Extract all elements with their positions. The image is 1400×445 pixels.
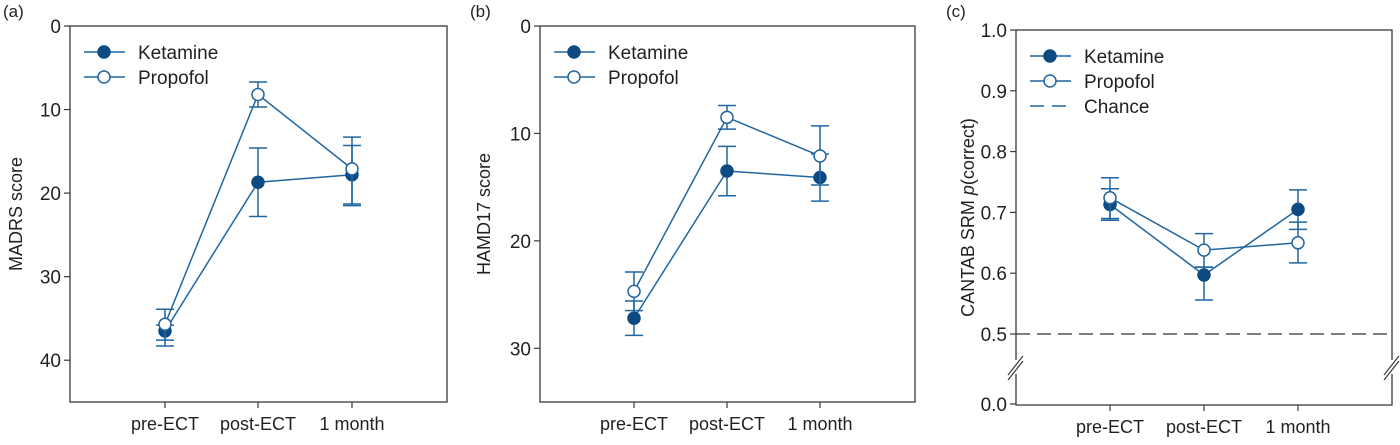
data-point (627, 311, 641, 325)
legend: Ketamine Propofol (554, 43, 688, 89)
legend-label: Ketamine (608, 43, 688, 64)
data-point (251, 87, 265, 102)
y-axis-label-part: CANTAB SRM (958, 195, 978, 317)
plot-frame (1015, 29, 1393, 406)
x-tick-label: post-ECT (689, 414, 765, 434)
axis-break-mark (1383, 355, 1400, 376)
axis-break-mark (1383, 360, 1400, 381)
x-tick-label: 1 month (1265, 417, 1330, 437)
axis-break-mark (1007, 360, 1024, 381)
panel-b: (b) 0 10 20 30 HAMD17 score pre-ECT post-ECT 1 m… (470, 2, 916, 434)
plot-frame (539, 25, 916, 403)
y-tick-label: 0 (50, 17, 61, 38)
legend-swatch-marker (567, 45, 581, 59)
series-line (633, 116, 821, 292)
legend: Ketamine Propofol Chance (1030, 47, 1164, 118)
y-tick-label: 30 (510, 339, 531, 360)
series-ketamine (625, 145, 829, 337)
x-tick-label: post-ECT (220, 414, 296, 434)
y-tick-label: 30 (40, 268, 61, 289)
x-tick-label: 1 month (787, 414, 852, 434)
y-tick-label: 0.9 (981, 82, 1007, 103)
legend-swatch-marker (567, 70, 581, 84)
y-tick-label: 10 (510, 124, 531, 145)
panel-c: (c) 0.0 0.5 0.6 0.7 0.8 0.9 1.0 CANTAB SRM p(cor… (946, 2, 1400, 437)
x-tick-label: pre-ECT (600, 414, 668, 434)
y-axis-label: HAMD17 score (474, 153, 494, 275)
series-propofol (156, 81, 361, 341)
axis-break-gap (1014, 360, 1018, 374)
legend-label: Propofol (608, 68, 679, 89)
data-point (720, 164, 734, 178)
panel-label: (c) (946, 2, 966, 21)
series-propofol (1101, 176, 1307, 268)
y-tick-label: 1.0 (981, 21, 1007, 42)
y-tick-label: 40 (40, 351, 61, 372)
data-point (1197, 243, 1211, 257)
data-point (1103, 191, 1117, 205)
y-tick-label: 10 (40, 101, 61, 122)
data-point (627, 284, 641, 299)
legend-swatch-marker (1043, 49, 1057, 63)
legend-swatch-marker (1043, 74, 1057, 88)
x-tick-label: pre-ECT (131, 414, 199, 434)
y-tick-label: 0.5 (981, 325, 1007, 346)
series-propofol (625, 104, 829, 312)
x-tick-label: pre-ECT (1076, 417, 1144, 437)
legend-label: Chance (1084, 97, 1150, 118)
legend-label: Ketamine (1084, 47, 1164, 68)
y-axis-label-part: p (958, 185, 978, 196)
data-point (158, 317, 172, 332)
panel-label: (a) (3, 2, 24, 21)
series-ketamine (156, 144, 361, 347)
y-tick-label: 0 (520, 17, 531, 38)
data-point (813, 149, 827, 163)
y-tick-label: 0.0 (981, 395, 1007, 416)
y-tick-label: 0.6 (981, 264, 1007, 285)
legend-swatch-marker (97, 70, 111, 84)
x-tick-label: 1 month (319, 414, 384, 434)
data-point (1291, 236, 1305, 250)
data-point (251, 175, 265, 189)
y-tick-label: 0.8 (981, 143, 1007, 164)
y-tick-label: 0.7 (981, 203, 1007, 224)
axis-break-gap (1390, 360, 1394, 374)
y-axis-label: MADRS score (6, 157, 26, 271)
y-tick-label: 20 (510, 232, 531, 253)
panel-label: (b) (470, 2, 491, 21)
legend-label: Propofol (1084, 72, 1155, 93)
legend-swatch-marker (97, 45, 111, 59)
legend-label: Propofol (138, 68, 209, 89)
data-point (720, 110, 734, 125)
x-tick-label: post-ECT (1166, 417, 1242, 437)
y-axis-label: CANTAB SRM p(correct) (958, 118, 978, 317)
data-point (345, 162, 359, 176)
axis-break-mark (1007, 355, 1024, 376)
data-point (1197, 268, 1211, 282)
y-tick-label: 20 (40, 184, 61, 205)
y-axis-label-part: (correct) (958, 118, 978, 185)
legend: Ketamine Propofol (84, 43, 218, 89)
legend-label: Ketamine (138, 43, 218, 64)
panel-a: (a) 0 10 20 30 40 MADRS score pre-ECT post-ECT 1 … (3, 2, 448, 434)
data-point (1291, 202, 1305, 217)
